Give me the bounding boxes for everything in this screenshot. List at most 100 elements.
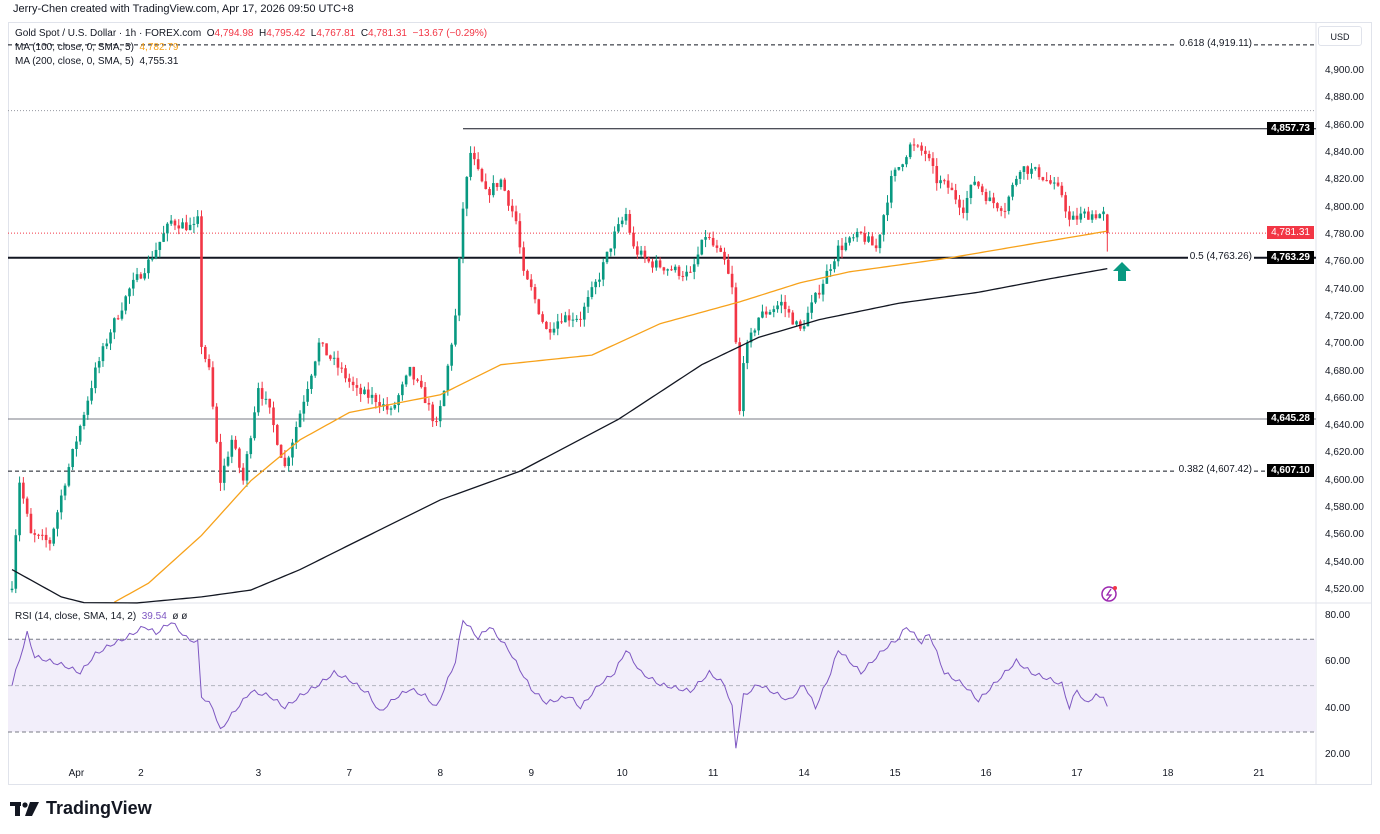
candle-body xyxy=(961,207,965,213)
candle-body xyxy=(48,540,52,544)
candle-body xyxy=(700,239,704,255)
candle-body xyxy=(131,279,135,289)
symbol-legend: Gold Spot / U.S. Dollar · 1h · FOREX.com… xyxy=(15,28,487,39)
candle-body xyxy=(1026,166,1030,174)
price-tag: 4,857.73 xyxy=(1267,121,1314,135)
candle-body xyxy=(878,234,882,249)
ma200-label: MA (200, close, 0, SMA, 5) xyxy=(15,56,134,67)
candle-body xyxy=(177,225,181,229)
candle-body xyxy=(317,342,321,362)
candle-body xyxy=(836,245,840,262)
candle-body xyxy=(844,242,848,251)
candle-body xyxy=(780,301,783,306)
candle-body xyxy=(173,220,177,226)
candle-body xyxy=(586,296,590,307)
candle-body xyxy=(272,407,275,426)
candle-body xyxy=(889,176,893,203)
price-tick-label: 4,840.00 xyxy=(1325,146,1364,158)
candle-body xyxy=(1056,182,1060,186)
candle-body xyxy=(192,223,196,225)
candle-body xyxy=(893,169,897,177)
candle-body xyxy=(431,404,434,422)
candle-body xyxy=(238,448,241,468)
candle-body xyxy=(234,439,237,449)
candle-body xyxy=(321,342,325,344)
candle-body xyxy=(689,271,692,273)
candle-body xyxy=(348,378,351,382)
price-tick-label: 4,760.00 xyxy=(1325,256,1364,268)
candle-body xyxy=(465,176,469,209)
candle-body xyxy=(135,274,139,280)
candle-body xyxy=(905,157,908,165)
candle-body xyxy=(245,454,249,481)
candle-body xyxy=(150,258,154,260)
candle-body xyxy=(871,236,874,246)
ma200-legend[interactable]: MA (200, close, 0, SMA, 5) 4,755.31 xyxy=(15,56,178,67)
candle-body xyxy=(647,257,651,262)
candle-body xyxy=(1018,172,1022,179)
price-tick-label: 4,680.00 xyxy=(1325,365,1364,377)
rsi-tick-label: 60.00 xyxy=(1325,656,1351,668)
candle-body xyxy=(617,224,620,232)
candle-body xyxy=(886,202,889,216)
open-label: O xyxy=(206,28,215,39)
candle-body xyxy=(988,197,992,201)
candle-body xyxy=(795,321,798,325)
time-tick-label: 21 xyxy=(1253,768,1265,779)
candle-body xyxy=(939,180,942,184)
currency-button[interactable]: USD xyxy=(1318,26,1362,46)
price-tick-label: 4,640.00 xyxy=(1325,420,1364,432)
ma100-legend[interactable]: MA (100, close, 0, SMA, 5) 4,782.79 xyxy=(15,42,178,53)
candle-body xyxy=(268,398,272,408)
candle-body xyxy=(14,535,18,589)
candle-body xyxy=(340,367,344,369)
price-tick-label: 4,520.00 xyxy=(1325,584,1364,596)
tradingview-logo[interactable]: TradingView xyxy=(10,798,152,819)
candle-body xyxy=(628,214,632,233)
candle-body xyxy=(298,413,302,428)
candle-body xyxy=(18,482,21,536)
candle-body xyxy=(757,317,760,331)
price-tick-label: 4,560.00 xyxy=(1325,529,1364,541)
candle-body xyxy=(52,528,55,544)
candle-body xyxy=(935,166,939,184)
candle-body xyxy=(1049,180,1052,184)
candle-body xyxy=(124,296,127,311)
rsi-extra: ø ø xyxy=(172,611,188,622)
price-tick-label: 4,600.00 xyxy=(1325,474,1364,486)
candle-body xyxy=(200,216,203,347)
candle-body xyxy=(499,179,503,187)
candle-body xyxy=(63,485,67,496)
price-tick-label: 4,720.00 xyxy=(1325,310,1364,322)
candle-body xyxy=(1106,214,1109,234)
candle-body xyxy=(67,467,71,486)
candle-body xyxy=(446,365,450,391)
candle-body xyxy=(996,203,999,209)
candle-body xyxy=(681,275,685,277)
candle-body xyxy=(22,482,25,499)
candle-body xyxy=(984,191,988,201)
candle-body xyxy=(484,181,488,190)
candle-body xyxy=(734,287,738,343)
time-tick-label: 9 xyxy=(528,768,534,779)
candle-body xyxy=(567,315,571,321)
time-tick-label: 18 xyxy=(1162,768,1174,779)
candle-body xyxy=(533,287,537,300)
candle-body xyxy=(90,388,93,401)
candle-body xyxy=(1098,214,1102,219)
rsi-legend[interactable]: RSI (14, close, SMA, 14, 2) 39.54 ø ø xyxy=(15,611,187,622)
candle-body xyxy=(954,190,958,200)
candle-body xyxy=(560,321,563,323)
symbol-name[interactable]: Gold Spot / U.S. Dollar · 1h · FOREX.com xyxy=(15,28,202,39)
time-tick-label: 17 xyxy=(1071,768,1083,779)
price-tick-label: 4,660.00 xyxy=(1325,392,1364,404)
candle-body xyxy=(1064,195,1067,212)
candle-body xyxy=(916,145,920,147)
candle-body xyxy=(1041,177,1045,181)
price-tick-label: 4,780.00 xyxy=(1325,228,1364,240)
candle-body xyxy=(662,267,666,271)
price-tick-label: 4,880.00 xyxy=(1325,92,1364,104)
candle-body xyxy=(351,381,355,386)
candle-body xyxy=(901,164,904,167)
